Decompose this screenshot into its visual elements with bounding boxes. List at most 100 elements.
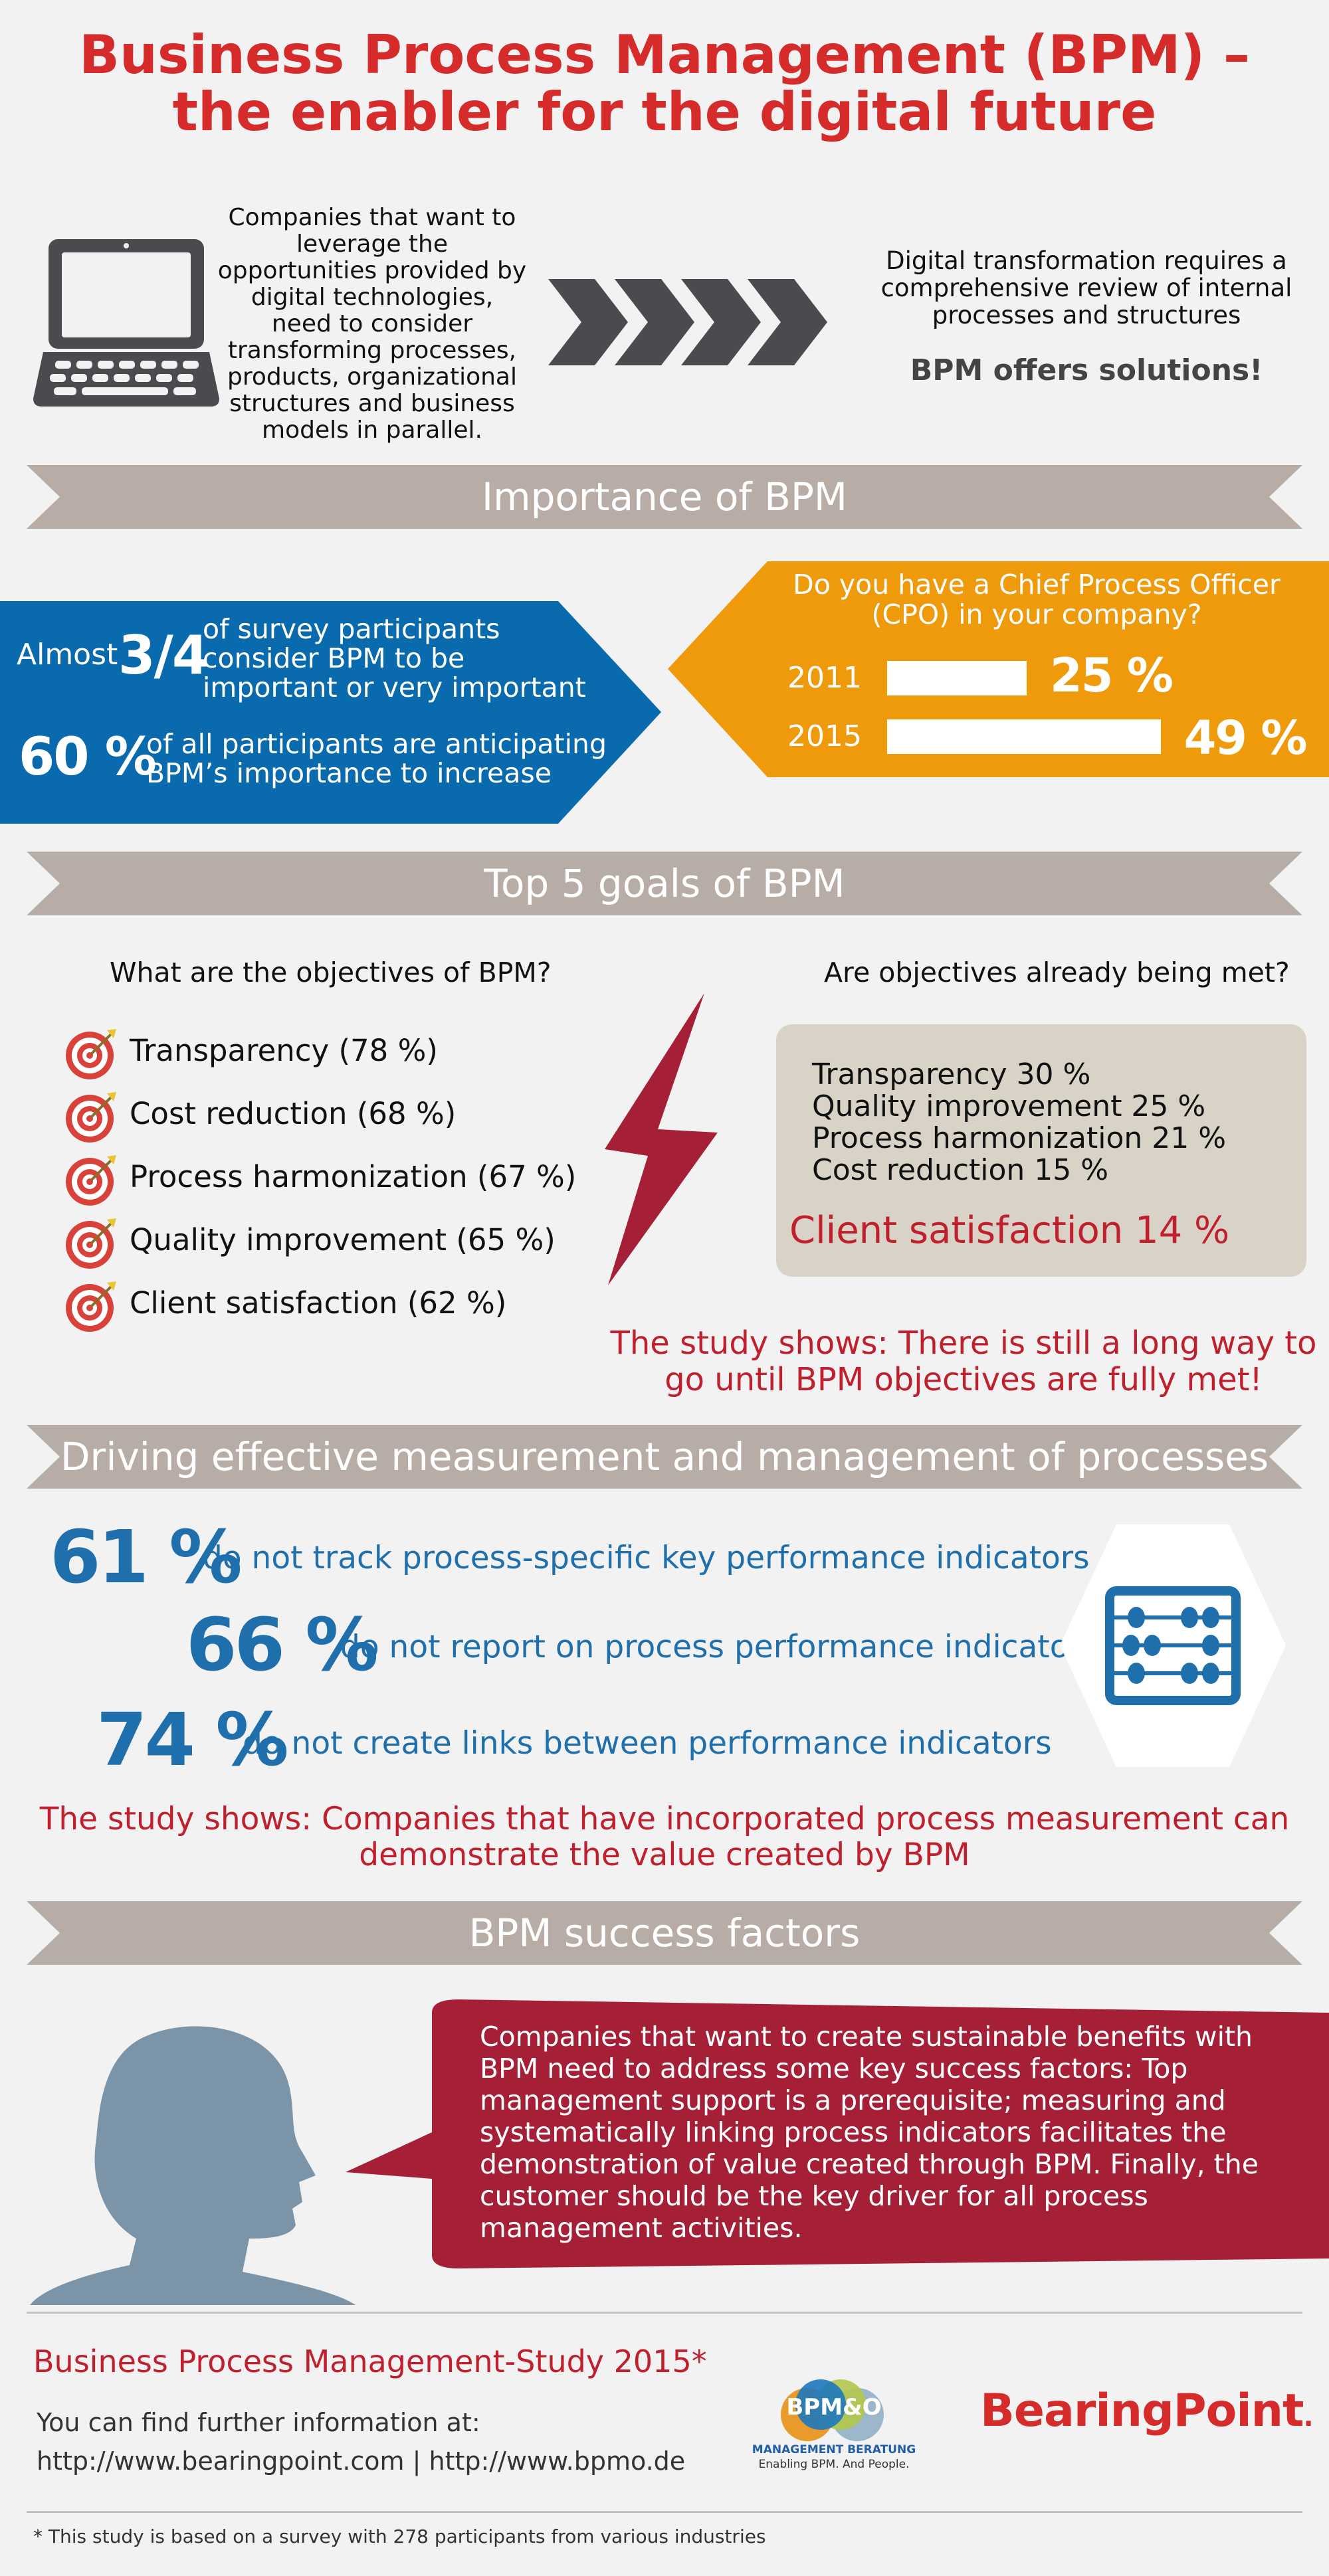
bearingpoint-logo-text: BearingPoint	[980, 2385, 1304, 2437]
list-item: Cost reduction (68 %)	[63, 1089, 456, 1143]
cpo-year-2015: 2015	[787, 719, 862, 753]
intro-left-line: leverage the	[296, 230, 448, 258]
footnote: * This study is based on a survey with 2…	[33, 2526, 766, 2547]
intro-left-line: digital technologies,	[251, 284, 494, 311]
stat1-prefix: Almost	[17, 638, 118, 672]
success-line: customer should be the key driver for al…	[480, 2180, 1148, 2212]
bpmo-logo-sub2: Enabling BPM. And People.	[758, 2458, 910, 2471]
cpo-question-line: Do you have a Chief Process Officer	[793, 569, 1280, 600]
measurement-conclusion-line: demonstrate the value created by BPM	[359, 1837, 970, 1873]
objectives-heading: What are the objectives of BPM?	[110, 957, 552, 988]
goals-conclusion-line: go until BPM objectives are fully met!	[664, 1361, 1263, 1398]
chevrons-right-icon	[548, 279, 827, 365]
objective-label: Transparency (78 %)	[130, 1033, 438, 1068]
list-item: Transparency (78 %)	[63, 1026, 438, 1079]
info-links[interactable]: http://www.bearingpoint.com | http://www…	[37, 2446, 686, 2476]
banner-importance-shape	[27, 465, 1302, 529]
laptop-icon	[33, 239, 219, 407]
lightning-bolt-icon	[605, 993, 718, 1285]
met-heading: Are objectives already being met?	[824, 957, 1290, 988]
cpo-question: Do you have a Chief Process Officer (CPO…	[777, 570, 1296, 630]
cpo-value-2011: 25 %	[1050, 648, 1174, 703]
goals-conclusion-line: The study shows: There is still a long w…	[610, 1325, 1317, 1362]
bpmo-logo-text: BPM&O	[786, 2394, 882, 2421]
target-icon	[66, 1155, 116, 1206]
study-title: Business Process Management-Study 2015*	[33, 2344, 707, 2379]
measurement-conclusion-line: The study shows: Companies that have inc…	[39, 1801, 1290, 1837]
intro-highlight: BPM offers solutions!	[910, 353, 1263, 387]
intro-left-line: models in parallel.	[262, 416, 482, 444]
intro-left-line: products, organizational	[227, 363, 517, 391]
target-icon	[66, 1281, 116, 1332]
stat1-line: consider BPM to be	[203, 642, 465, 674]
stat1-line: of survey participants	[203, 613, 500, 645]
list-item: Client satisfaction (62 %)	[63, 1279, 506, 1332]
success-line: systematically linking process indicator…	[480, 2116, 1227, 2148]
kpi-text: do not create links between performance …	[243, 1725, 1052, 1762]
target-icon	[66, 1092, 116, 1143]
intro-right-line: comprehensive review of internal	[880, 274, 1292, 302]
cpo-bar-2011	[887, 661, 1027, 695]
met-item: Transparency 30 %	[812, 1058, 1091, 1091]
met-item: Quality improvement 25 %	[812, 1089, 1206, 1123]
cpo-bar-2015	[887, 719, 1161, 754]
bpmo-logo: BPM&O MANAGEMENT BERATUNG Enabling BPM. …	[734, 2378, 934, 2478]
banner-success-label: BPM success factors	[468, 1910, 861, 1956]
banner-measurement-label: Driving effective measurement and manage…	[60, 1434, 1269, 1479]
met-list: Transparency 30 % Quality improvement 25…	[812, 1059, 1226, 1186]
speech-bubble	[346, 1999, 1329, 2268]
intro-left-line: structures and business	[229, 390, 515, 417]
footer-divider	[27, 2312, 1302, 2314]
banner-importance-label: Importance of BPM	[482, 474, 847, 519]
kpi-text: do not report on process performance ind…	[340, 1629, 1098, 1665]
stat2-line: BPM’s importance to increase	[146, 757, 552, 789]
list-item: Quality improvement (65 %)	[63, 1216, 556, 1269]
cpo-value-2015: 49 %	[1183, 711, 1308, 765]
success-line: Companies that want to create sustainabl…	[480, 2021, 1253, 2053]
intro-left-line: need to consider	[271, 310, 473, 337]
stat2-line: of all participants are anticipating	[146, 728, 607, 760]
kpi-text: do not track process-specific key perfor…	[203, 1540, 1090, 1576]
intro-left-line: transforming processes,	[227, 337, 517, 364]
bpmo-logo-circles	[781, 2379, 884, 2441]
banner-measurement-shape	[27, 1425, 1302, 1489]
cpo-question-line: (CPO) in your company?	[871, 598, 1202, 630]
intro-right-text: Digital transformation requires a compre…	[870, 247, 1302, 329]
page-title: Business Process Management (BPM) – the …	[0, 27, 1329, 141]
stat2-text: of all participants are anticipating BPM…	[146, 729, 607, 788]
measurement-conclusion: The study shows: Companies that have inc…	[0, 1801, 1329, 1873]
footnote-divider	[27, 2511, 1302, 2513]
success-line: management activities.	[480, 2212, 803, 2244]
kpi-value: 61 %	[50, 1515, 243, 1600]
abacus-icon	[1060, 1524, 1286, 1767]
bearingpoint-logo-mark: .	[1303, 2402, 1314, 2433]
success-line: demonstration of value created through B…	[480, 2148, 1259, 2180]
person-head-icon	[30, 2026, 356, 2305]
success-line: management support is a prerequisite; me…	[480, 2084, 1226, 2116]
objective-label: Process harmonization (67 %)	[130, 1159, 577, 1194]
target-icon	[66, 1029, 116, 1079]
info-label: You can find further information at:	[37, 2408, 480, 2437]
kpi-value: 74 %	[96, 1697, 289, 1782]
bpmo-logo-sub1: MANAGEMENT BERATUNG	[752, 2443, 916, 2456]
stat2-value: 60 %	[19, 727, 157, 787]
met-item: Cost reduction 15 %	[812, 1153, 1109, 1187]
list-item: Process harmonization (67 %)	[63, 1152, 576, 1206]
intro-left-text: Companies that want to leverage the oppo…	[213, 205, 532, 444]
objective-label: Client satisfaction (62 %)	[130, 1285, 507, 1321]
stat1-text: of survey participants consider BPM to b…	[203, 614, 586, 702]
met-item: Process harmonization 21 %	[812, 1121, 1227, 1155]
title-line-2: the enabler for the digital future	[172, 81, 1157, 143]
stat1-line: important or very important	[203, 672, 586, 703]
goals-conclusion: The study shows: There is still a long w…	[598, 1325, 1329, 1398]
blue-arrow-panel	[0, 601, 661, 824]
intro-right-line: processes and structures	[932, 301, 1241, 329]
cpo-year-2011: 2011	[787, 661, 862, 695]
target-icon	[66, 1218, 116, 1269]
met-panel	[776, 1024, 1306, 1277]
objective-label: Cost reduction (68 %)	[130, 1096, 457, 1131]
success-line: BPM need to address some key success fac…	[480, 2053, 1188, 2084]
intro-right-line: Digital transformation requires a	[886, 246, 1287, 275]
met-highlight: Client satisfaction 14 %	[789, 1209, 1230, 1252]
intro-left-line: opportunities provided by	[217, 257, 527, 284]
